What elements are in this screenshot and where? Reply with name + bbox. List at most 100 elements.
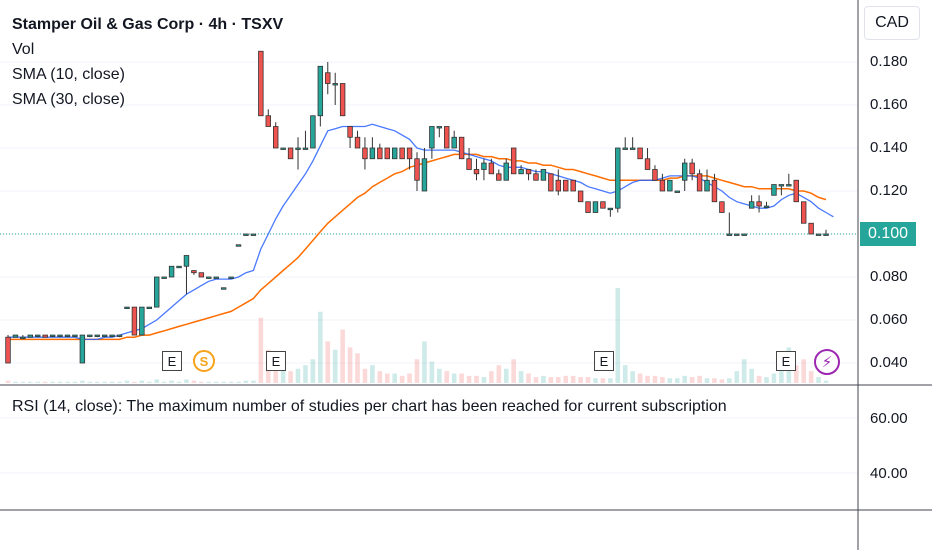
- volume-bar: [734, 371, 740, 383]
- volume-bar: [176, 381, 182, 383]
- candle: [116, 334, 123, 337]
- volume-bar: [199, 381, 204, 383]
- candle: [577, 190, 584, 203]
- candle: [823, 233, 829, 236]
- candle: [466, 158, 472, 170]
- candle: [667, 179, 673, 192]
- candle: [488, 162, 495, 175]
- candle: [778, 184, 785, 187]
- volume-bar: [741, 359, 747, 383]
- currency-button[interactable]: CAD: [864, 6, 920, 40]
- candle: [49, 334, 56, 337]
- volume-bar: [50, 381, 55, 383]
- candle: [176, 265, 182, 269]
- legend-sma10[interactable]: SMA (10, close): [12, 66, 125, 83]
- candle: [64, 334, 71, 337]
- volume-bar: [444, 371, 450, 383]
- candle: [600, 201, 606, 209]
- volume-bar: [228, 381, 234, 383]
- candle: [369, 147, 376, 160]
- candle: [235, 244, 242, 247]
- legend-volume[interactable]: Vol: [12, 41, 35, 58]
- candle: [35, 334, 41, 337]
- volume-bar: [280, 365, 286, 383]
- volume-bar: [712, 378, 717, 383]
- candle: [131, 306, 138, 336]
- candle: [771, 184, 777, 196]
- volume-bar: [35, 381, 41, 383]
- volume-bar: [288, 371, 293, 383]
- candle: [451, 136, 457, 149]
- volume-bar: [823, 380, 829, 383]
- volume-bar: [518, 371, 524, 383]
- candle: [124, 306, 130, 310]
- bolt-icon[interactable]: ⚡: [814, 349, 840, 375]
- volume-bar: [719, 379, 725, 383]
- split-marker[interactable]: S: [193, 350, 215, 372]
- symbol-title[interactable]: Stamper Oil & Gas Corp · 4h · TSXV: [12, 16, 284, 33]
- earnings-marker[interactable]: E: [594, 351, 614, 371]
- candle: [265, 115, 271, 127]
- candle: [815, 233, 822, 236]
- volume-bar: [132, 381, 137, 383]
- volume-bar: [407, 373, 412, 383]
- volume-bar: [481, 377, 487, 383]
- volume-bar: [496, 365, 502, 383]
- volume-bar: [273, 361, 279, 383]
- candle: [629, 147, 636, 150]
- candle: [496, 173, 502, 181]
- candle: [481, 162, 487, 170]
- volume-bar: [57, 381, 63, 383]
- candle: [436, 126, 443, 129]
- candle: [287, 147, 294, 160]
- candle: [109, 334, 115, 337]
- volume-bar: [466, 375, 472, 383]
- volume-bar: [392, 373, 397, 383]
- volume-bar: [303, 365, 308, 383]
- candle: [72, 334, 78, 337]
- candle: [154, 276, 160, 308]
- candle: [444, 126, 450, 149]
- candle: [280, 147, 286, 150]
- earnings-marker[interactable]: E: [162, 351, 182, 371]
- volume-bar: [459, 373, 464, 383]
- candle: [659, 179, 666, 192]
- candle: [674, 190, 680, 193]
- candle: [42, 334, 48, 338]
- y-tick-label: 0.160: [870, 96, 908, 113]
- volume-bar: [630, 371, 635, 383]
- volume-bar: [124, 380, 130, 383]
- candle: [101, 334, 108, 337]
- candle: [704, 179, 710, 192]
- candle: [94, 334, 100, 337]
- volume-bar: [451, 373, 457, 383]
- volume-bar: [689, 377, 695, 383]
- volume-bar: [28, 381, 33, 383]
- candle: [20, 336, 26, 340]
- volume-bar: [325, 341, 331, 383]
- volume-bar: [161, 381, 167, 383]
- candle: [540, 169, 547, 181]
- earnings-marker[interactable]: E: [776, 351, 796, 371]
- volume-bar: [808, 371, 814, 383]
- volume-bar: [184, 379, 189, 383]
- candle: [421, 158, 428, 192]
- candle: [161, 276, 167, 279]
- candle: [79, 334, 86, 364]
- earnings-marker[interactable]: E: [266, 351, 286, 371]
- candle: [518, 169, 524, 175]
- candle: [206, 276, 212, 279]
- volume-bar: [72, 381, 78, 383]
- volume-bar: [682, 375, 688, 383]
- candle: [295, 147, 301, 150]
- candle: [555, 179, 561, 192]
- candle: [5, 336, 11, 364]
- legend-sma30[interactable]: SMA (30, close): [12, 91, 125, 108]
- candle: [726, 233, 733, 236]
- volume-bar: [384, 373, 390, 383]
- volume-bar: [637, 373, 643, 383]
- candle: [362, 147, 368, 160]
- volume-bar: [87, 381, 93, 383]
- candle: [763, 205, 770, 208]
